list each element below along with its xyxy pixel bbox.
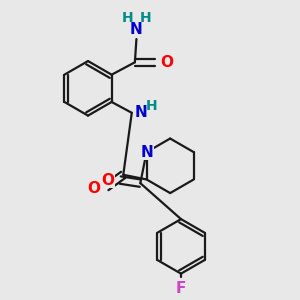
Text: N: N <box>140 145 153 160</box>
Text: N: N <box>134 105 147 120</box>
Text: H: H <box>121 11 133 25</box>
Text: O: O <box>88 181 101 196</box>
Text: O: O <box>102 172 115 188</box>
Text: F: F <box>176 281 186 296</box>
Text: H: H <box>140 11 152 25</box>
Text: O: O <box>160 55 174 70</box>
Text: H: H <box>146 99 158 113</box>
Text: N: N <box>130 22 143 37</box>
